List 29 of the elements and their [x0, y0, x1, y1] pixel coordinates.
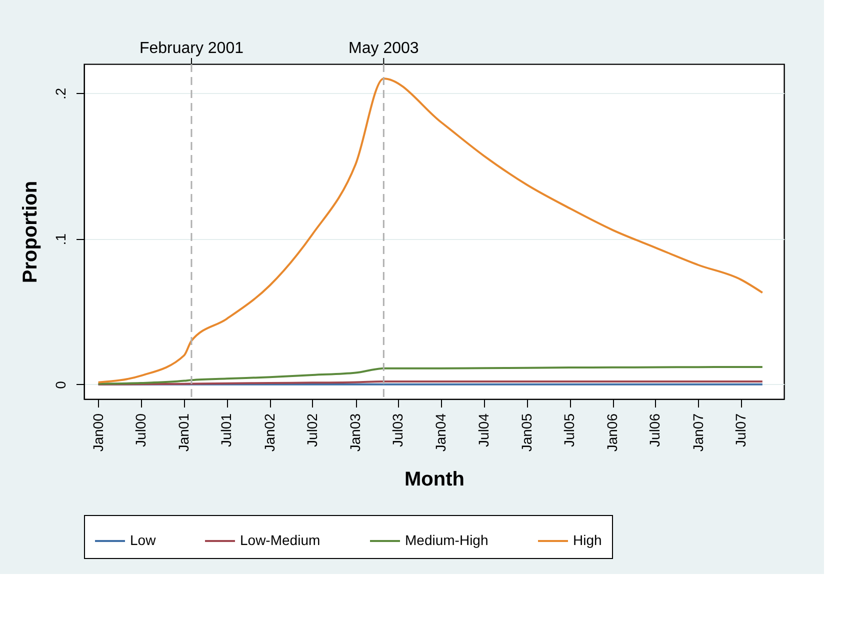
x-tick-label: Jul05 [561, 413, 578, 447]
line-series [97, 366, 764, 385]
x-tick-label: Jul06 [646, 413, 663, 447]
x-tick-label: Jan06 [604, 413, 620, 452]
x-tick-label: Jul04 [475, 413, 492, 447]
legend-label: High [573, 532, 602, 548]
x-tick-label: Jan00 [90, 413, 106, 452]
x-tick-label: Jan03 [347, 413, 364, 452]
x-tick-label: Jul01 [218, 413, 234, 447]
legend-label: Low-Medium [240, 532, 320, 548]
x-axis-title: Month [404, 468, 464, 491]
y-tick-label: .2 [52, 88, 68, 100]
x-tick-label: Jan07 [690, 413, 706, 452]
ref-line-label: February 2001 [139, 40, 244, 57]
x-tick-label: Jan01 [176, 413, 192, 452]
x-tick-label: Jan04 [432, 413, 449, 452]
x-tick-label: Jul00 [132, 413, 149, 447]
x-tick-label: Jan02 [261, 413, 278, 452]
y-tick-label: 0 [52, 380, 68, 389]
legend-label: Low [130, 532, 157, 548]
y-axis-title: Proportion [20, 180, 42, 284]
y-tick-label: .1 [52, 233, 68, 246]
ref-line-label: May 2003 [348, 40, 419, 57]
x-tick-label: Jul03 [389, 413, 406, 447]
x-tick-label: Jul02 [304, 413, 320, 447]
legend-label: Medium-High [405, 532, 488, 548]
x-tick-label: Jul07 [732, 413, 748, 447]
line-series [97, 78, 764, 384]
x-tick-label: Jan05 [518, 413, 535, 452]
